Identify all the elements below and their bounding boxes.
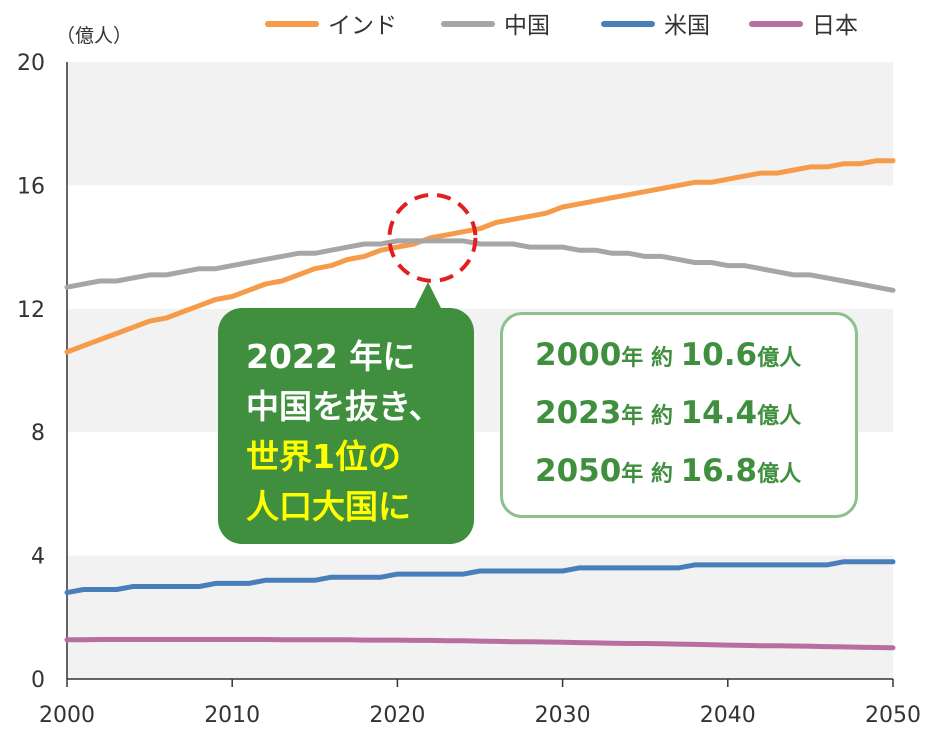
y-tick-label: 20 — [17, 51, 45, 76]
y-tick-label: 4 — [31, 545, 45, 570]
y-unit-label: （億人） — [56, 25, 132, 47]
x-tick-label: 2020 — [369, 703, 425, 728]
info-unit: 億人 — [757, 346, 802, 371]
axes — [66, 62, 894, 687]
crossover-callout: 2022 年に 中国を抜き、 世界1位の 人口大国に — [218, 308, 474, 544]
tick-labels: 0 4 8 12 16 20 2000 2010 2020 2030 2040 2050 — [17, 51, 921, 728]
info-value: 16.8 — [680, 453, 758, 489]
legend-label: 日本 — [812, 13, 858, 39]
info-year: 2023 — [535, 395, 622, 431]
legend: インド 中国 米国 日本 — [265, 13, 858, 39]
callout-pointer — [414, 282, 442, 310]
series-line-米国 — [64, 559, 896, 596]
info-value: 14.4 — [680, 395, 758, 431]
info-mid: 年 約 — [621, 404, 681, 429]
callout-line-1: 2022 年に — [246, 337, 416, 376]
info-row-2050: 2050年 約 16.8億人 — [535, 453, 855, 511]
info-year: 2000 — [535, 337, 622, 373]
legend-label: 米国 — [664, 13, 710, 39]
x-tick-label: 2040 — [700, 703, 756, 728]
y-tick-label: 8 — [31, 421, 45, 446]
y-tick-label: 12 — [17, 298, 45, 323]
info-mid: 年 約 — [621, 346, 681, 371]
y-tick-label: 0 — [31, 668, 45, 693]
info-value: 10.6 — [680, 337, 758, 373]
x-tick-label: 2010 — [204, 703, 260, 728]
legend-label: 中国 — [504, 13, 550, 39]
x-tick-label: 2030 — [535, 703, 591, 728]
series-line-インド — [64, 158, 896, 355]
x-tick-label: 2000 — [39, 703, 95, 728]
info-row-2023: 2023年 約 14.4億人 — [535, 395, 855, 453]
info-mid: 年 約 — [621, 462, 681, 487]
y-tick-label: 16 — [17, 174, 45, 199]
callout-line-4: 人口大国に — [246, 487, 411, 526]
info-year: 2050 — [535, 453, 622, 489]
callout-line-2: 中国を抜き、 — [246, 387, 442, 426]
series-lines — [64, 158, 896, 651]
grid-band — [67, 62, 893, 186]
info-row-2000: 2000年 約 10.6億人 — [535, 337, 855, 395]
india-population-info-box: 2000年 約 10.6億人 2023年 約 14.4億人 2050年 約 16… — [500, 312, 858, 518]
legend-label: インド — [328, 13, 397, 39]
callout-line-3: 世界1位の — [246, 437, 401, 476]
info-unit: 億人 — [757, 462, 802, 487]
x-tick-label: 2050 — [865, 703, 921, 728]
series-line-日本 — [64, 637, 896, 651]
grid-band — [67, 555, 893, 679]
info-unit: 億人 — [757, 404, 802, 429]
series-line-中国 — [64, 238, 896, 293]
crossover-marker-circle — [387, 192, 478, 283]
